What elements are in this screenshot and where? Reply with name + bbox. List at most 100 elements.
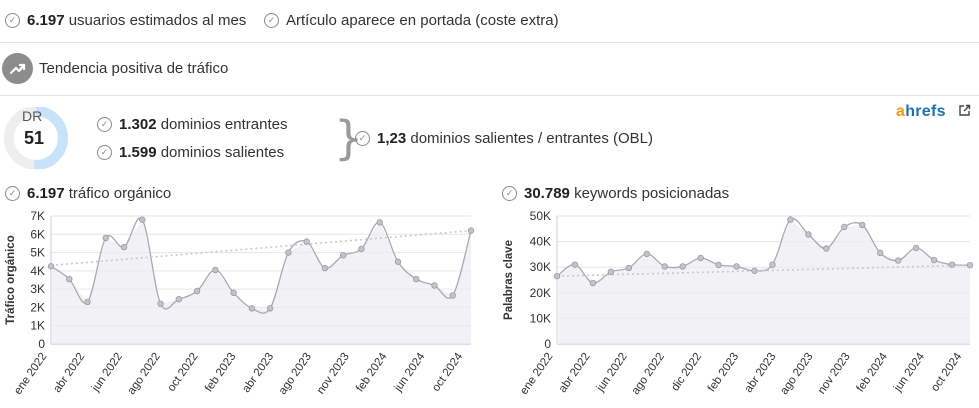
data-point <box>571 261 579 268</box>
data-point <box>930 256 938 264</box>
x-tick-label: ago 2023 <box>778 351 815 397</box>
data-point <box>805 231 812 238</box>
data-point <box>643 250 650 258</box>
x-tick-label: ago 2022 <box>126 351 163 397</box>
incoming-domains: ✓ 1.302 dominios entrantes <box>97 116 979 133</box>
y-tick-label: 30K <box>530 260 551 274</box>
x-tick-label: ago 2022 <box>630 351 667 397</box>
data-point <box>787 216 794 223</box>
x-tick-label: oct 2024 <box>929 350 964 394</box>
dr-value: 51 <box>24 128 45 148</box>
x-tick-label: nov 2023 <box>816 351 853 397</box>
x-tick-label: oct 2024 <box>430 350 465 394</box>
y-tick-label: 40K <box>530 235 551 249</box>
data-point <box>139 216 146 223</box>
x-tick-label: jun 2022 <box>89 351 125 395</box>
data-point <box>449 292 456 299</box>
data-point <box>679 263 686 270</box>
frontpage-label: Artículo aparece en portada (coste extra… <box>286 12 559 29</box>
ahrefs-logo[interactable]: ahrefs <box>896 103 946 120</box>
incoming-value: 1.302 <box>119 116 157 133</box>
outgoing-label: dominios salientes <box>160 144 285 161</box>
x-tick-label: feb 2024 <box>854 350 890 394</box>
data-point <box>120 243 128 251</box>
data-point <box>84 298 91 306</box>
data-point <box>841 223 848 231</box>
x-tick-label: ene 2022 <box>518 351 555 397</box>
area-fill <box>557 219 970 344</box>
external-link-icon[interactable] <box>958 104 971 120</box>
x-tick-label: abr 2022 <box>51 351 87 395</box>
x-tick-label: dic 2022 <box>669 351 704 394</box>
data-point <box>823 245 830 252</box>
data-point <box>248 305 256 312</box>
divider <box>0 95 979 96</box>
x-tick-label: jun 2024 <box>891 350 927 394</box>
data-point <box>157 300 164 307</box>
data-point <box>859 221 866 229</box>
x-tick-label: ene 2022 <box>12 351 49 397</box>
data-point <box>212 266 219 274</box>
y-tick-label: 0 <box>38 337 45 351</box>
trend-line <box>556 264 971 277</box>
divider <box>0 42 979 43</box>
traffic-title-label: tráfico orgánico <box>68 185 172 202</box>
data-point <box>894 257 902 264</box>
trend-line <box>50 229 472 267</box>
keywords-title-label: keywords posicionadas <box>574 185 730 202</box>
data-point <box>769 261 776 268</box>
y-axis-label: Palabras clave <box>503 240 515 320</box>
check-circle-icon: ✓ <box>264 13 279 28</box>
data-point <box>607 268 615 276</box>
data-point <box>715 261 722 269</box>
x-tick-label: jun 2022 <box>594 351 630 395</box>
data-point <box>553 272 561 280</box>
check-circle-icon: ✓ <box>97 117 112 132</box>
trend-stat: Tendencia positiva de tráfico <box>2 53 979 84</box>
obl-stat: ✓ 1,23 dominios salientes / entrantes (O… <box>355 130 979 147</box>
y-tick-label: 3K <box>30 282 45 296</box>
users-label: usuarios estimados al mes <box>68 12 247 29</box>
data-point <box>625 264 633 272</box>
check-circle-icon: ✓ <box>355 131 370 146</box>
y-tick-label: 10K <box>530 311 551 325</box>
data-point <box>102 234 109 242</box>
data-point <box>589 279 597 287</box>
x-tick-label: abr 2022 <box>557 351 593 395</box>
data-point <box>751 267 758 274</box>
x-tick-label: feb 2024 <box>354 350 390 394</box>
y-tick-label: 7K <box>30 209 45 223</box>
area-fill <box>51 219 471 344</box>
y-tick-label: 50K <box>530 209 551 223</box>
outgoing-domains: ✓ 1.599 dominios salientes <box>97 144 979 161</box>
y-tick-label: 1K <box>30 319 45 333</box>
users-value: 6.197 <box>27 12 65 29</box>
data-point <box>376 219 383 226</box>
data-point <box>47 263 55 270</box>
data-point <box>303 238 310 245</box>
frontpage-stat: ✓ Artículo aparece en portada (coste ext… <box>264 12 979 29</box>
data-point <box>193 287 201 295</box>
data-point <box>948 261 956 268</box>
incoming-label: dominios entrantes <box>160 116 288 133</box>
data-point <box>661 263 668 270</box>
traffic-title-value: 6.197 <box>27 185 65 202</box>
dr-label: DR <box>22 108 43 124</box>
keywords-chart-title: ✓ 30.789 keywords posicionadas <box>502 185 979 202</box>
x-tick-label: abr 2023 <box>240 351 276 395</box>
y-tick-label: 5K <box>30 246 45 260</box>
x-tick-label: jun 2024 <box>392 350 428 394</box>
y-tick-label: 2K <box>30 300 45 314</box>
data-point <box>266 305 274 312</box>
x-tick-label: oct 2022 <box>166 351 201 394</box>
users-stat: ✓ 6.197 usuarios estimados al mes <box>5 12 979 29</box>
traffic-chart-title: ✓ 6.197 tráfico orgánico <box>5 185 979 202</box>
x-tick-label: feb 2023 <box>203 351 239 395</box>
y-axis-label: Tráfico orgánico <box>5 235 17 324</box>
data-point <box>230 289 237 296</box>
x-tick-label: abr 2023 <box>743 351 779 395</box>
check-circle-icon: ✓ <box>502 186 517 201</box>
dr-gauge-fill <box>4 107 68 169</box>
